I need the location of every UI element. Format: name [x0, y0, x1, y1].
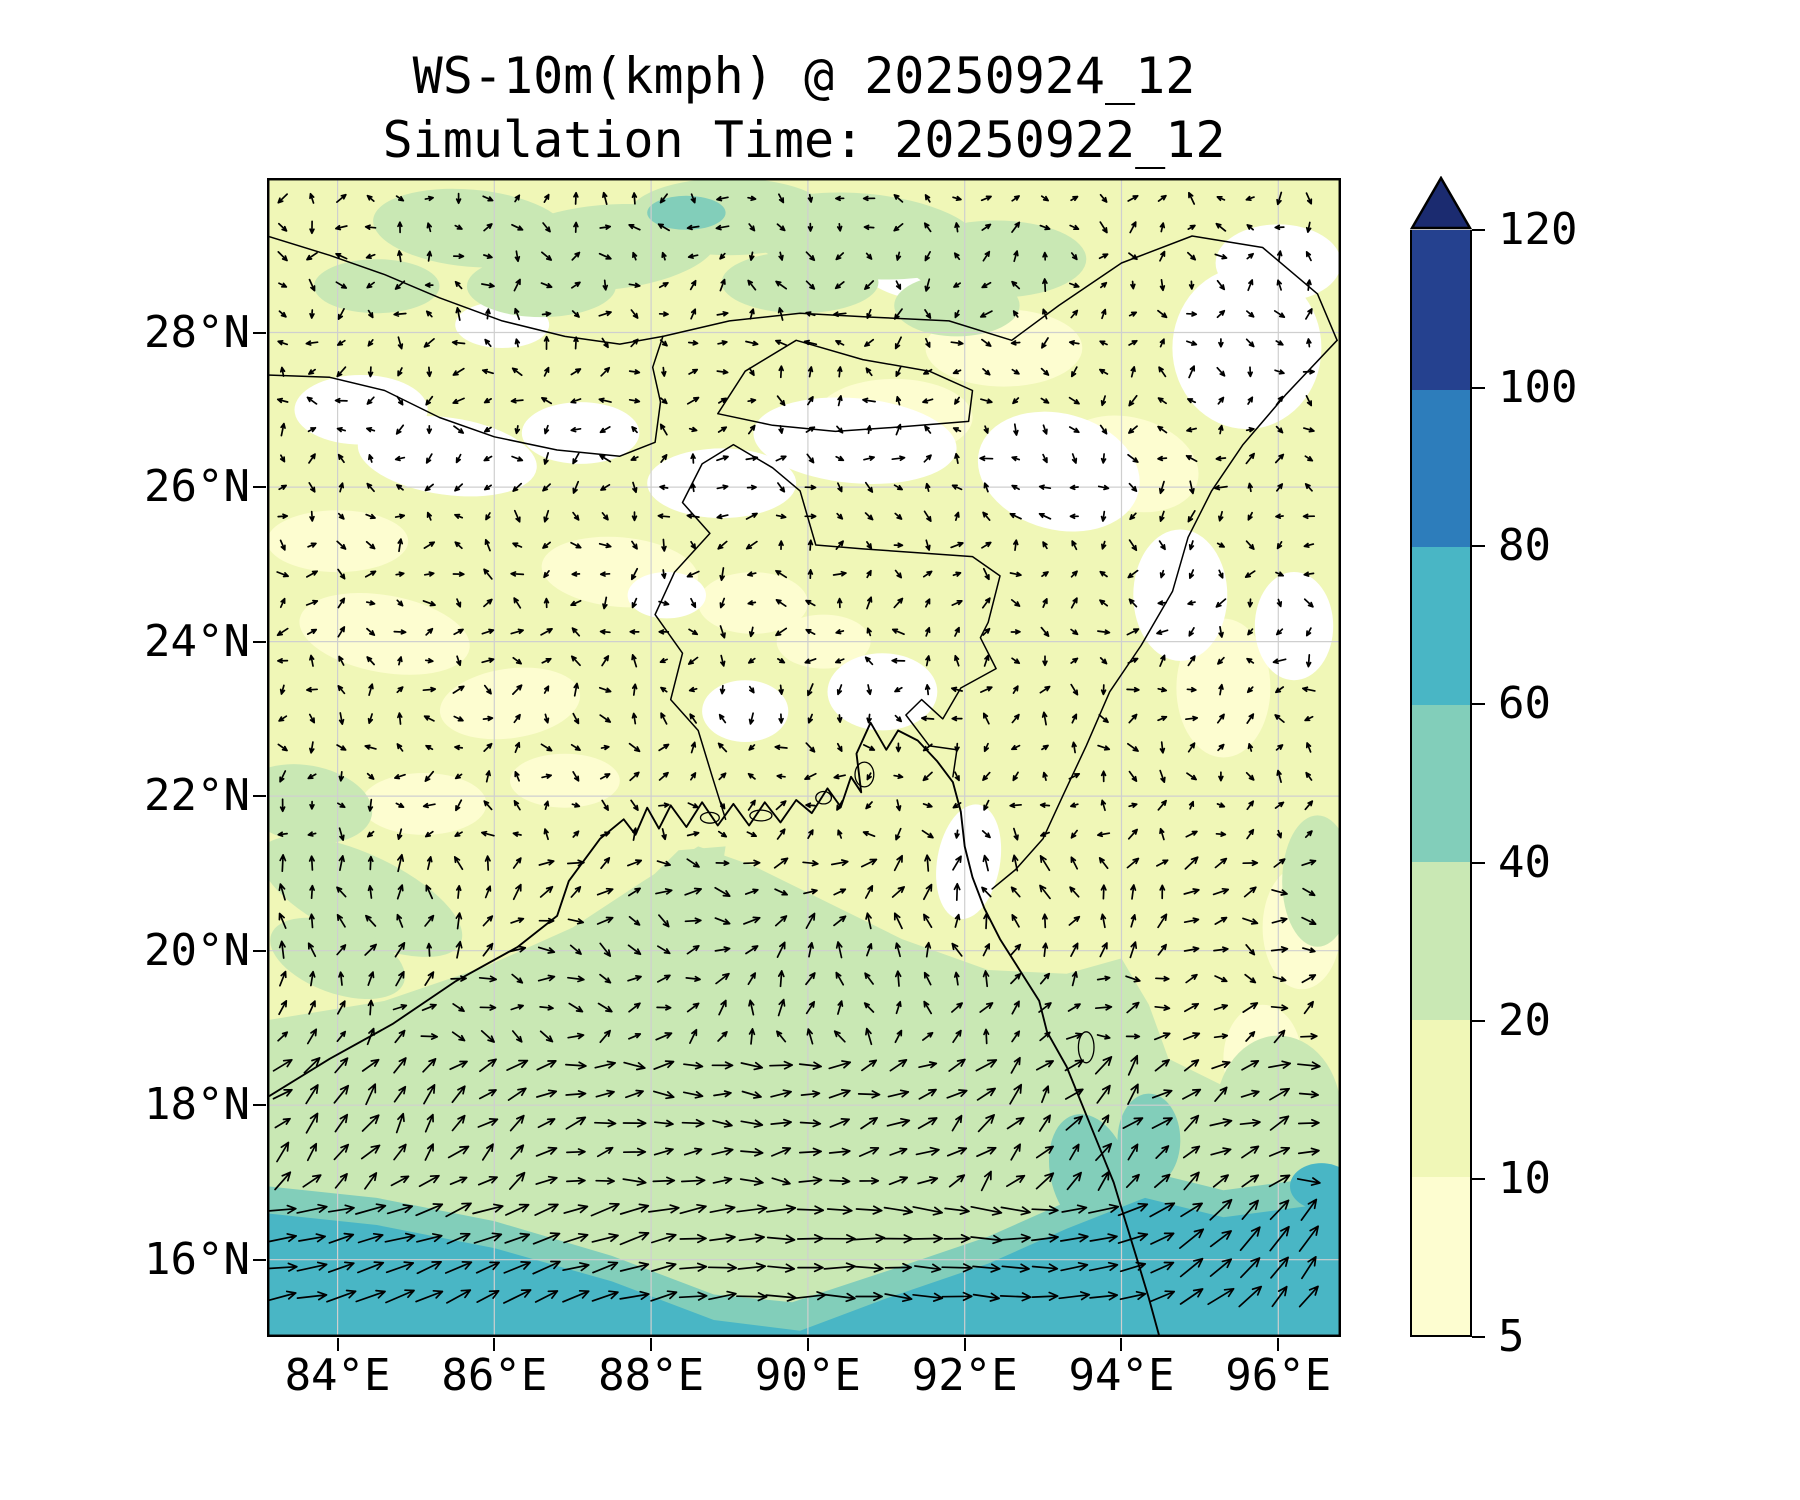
contour-patch-5-10 [439, 667, 581, 740]
x-tick-label: 84°E [284, 1350, 391, 1401]
coastline-border-path [662, 235, 1338, 342]
y-tick-mark [253, 795, 266, 798]
colorbar-tick-label: 5 [1498, 1311, 1525, 1362]
contour-patch-20-40 [721, 251, 879, 314]
colorbar-tick-label: 100 [1498, 362, 1578, 414]
contour-patch-below-5 [753, 397, 957, 484]
coastline-border-path [267, 235, 664, 345]
title-line-1: WS-10m(kmph) @ 20250924_12 [412, 47, 1196, 105]
x-tick-label: 92°E [911, 1350, 1018, 1401]
colorbar-tick-label: 10 [1498, 1152, 1551, 1204]
y-tick-label: 22°N [144, 770, 250, 822]
contour-patch-40-60 [647, 195, 726, 230]
y-tick-mark [253, 640, 266, 643]
contour-patch-60-80 [1290, 1163, 1341, 1210]
contour-patch-below-5 [1254, 572, 1334, 681]
colorbar-tick-mark [1472, 1177, 1485, 1180]
contour-patch-20-40 [267, 764, 373, 844]
colorbar-extend-triangle [1410, 176, 1472, 230]
contour-patch-below-5 [647, 448, 797, 518]
colorbar-tick-mark [1472, 229, 1485, 231]
contour-patch-below-5 [827, 653, 938, 731]
map-plot-area [267, 178, 1341, 1337]
y-tick-label: 16°N [144, 1233, 250, 1285]
contour-patch-20-40 [267, 836, 463, 957]
x-tick-label: 88°E [598, 1350, 705, 1401]
x-tick-mark [806, 1338, 809, 1351]
colorbar-tick-label: 20 [1498, 994, 1551, 1046]
colorbar-segment [1412, 230, 1470, 390]
colorbar-tick-mark [1472, 387, 1485, 390]
coastline-border-path [717, 339, 974, 433]
x-tick-label: 96°E [1225, 1350, 1332, 1401]
contour-patch-20-40 [314, 259, 440, 314]
contour-patch-20-40 [466, 255, 616, 318]
coastline-border-path [267, 721, 1161, 1337]
colorbar-segment [1412, 860, 1470, 1020]
colorbar-segment [1412, 545, 1470, 705]
y-tick-mark [253, 331, 266, 334]
colorbar-tick-mark [1472, 703, 1485, 706]
colorbar-segment [1412, 1175, 1470, 1335]
contour-patch-5-10 [361, 773, 487, 835]
x-tick-mark [650, 1338, 653, 1351]
colorbar-tick-mark [1472, 861, 1485, 864]
contour-patch-20-40 [1282, 815, 1341, 947]
y-tick-label: 28°N [144, 306, 250, 358]
contour-patch-5-10 [299, 593, 470, 675]
x-tick-label: 90°E [754, 1350, 861, 1401]
contour-patch-below-5 [294, 375, 428, 445]
colorbar [1410, 230, 1472, 1337]
coastline-border-path [267, 335, 664, 457]
colorbar-tick-label: 40 [1498, 836, 1551, 888]
colorbar-tick-label: 80 [1498, 520, 1551, 572]
contour-patch-below-5 [1172, 266, 1322, 430]
contour-patch-40-60 [1117, 1093, 1181, 1187]
y-tick-label: 26°N [144, 461, 250, 513]
x-tick-label: 86°E [441, 1350, 548, 1401]
y-tick-mark [253, 949, 266, 952]
x-tick-label: 94°E [1068, 1350, 1175, 1401]
x-tick-mark [336, 1338, 339, 1351]
colorbar-tick-label: 120 [1498, 204, 1578, 255]
colorbar-segment [1412, 703, 1470, 863]
wind-speed-map [267, 178, 1341, 1337]
y-tick-label: 18°N [144, 1079, 250, 1131]
y-tick-label: 20°N [144, 924, 250, 976]
y-tick-mark [253, 1258, 266, 1261]
y-tick-label: 24°N [144, 615, 250, 667]
contour-patch-below-5 [977, 411, 1140, 532]
y-tick-mark [253, 1104, 266, 1107]
colorbar-tick-mark [1472, 545, 1485, 548]
wind-quiver-arrows [267, 191, 1321, 1308]
x-tick-mark [1277, 1338, 1280, 1351]
x-tick-mark [1120, 1338, 1123, 1351]
colorbar-tick-mark [1472, 1019, 1485, 1022]
colorbar-tick-label: 60 [1498, 678, 1551, 730]
x-tick-mark [493, 1338, 496, 1351]
extend-max-triangle [1410, 176, 1472, 230]
contour-patch-5-10 [510, 753, 620, 808]
y-tick-mark [253, 486, 266, 489]
chart-title: WS-10m(kmph) @ 20250924_12 Simulation Ti… [267, 44, 1341, 172]
colorbar-segment [1412, 387, 1470, 548]
contour-patch-below-5 [702, 680, 789, 742]
colorbar-tick-mark [1472, 1336, 1485, 1338]
x-tick-mark [963, 1338, 966, 1351]
contour-patch-below-5 [627, 572, 706, 619]
colorbar-segment [1412, 1018, 1470, 1178]
coastline-border-path [991, 339, 1338, 890]
title-line-2: Simulation Time: 20250922_12 [382, 111, 1226, 169]
contour-patch-below-5 [1133, 529, 1228, 661]
